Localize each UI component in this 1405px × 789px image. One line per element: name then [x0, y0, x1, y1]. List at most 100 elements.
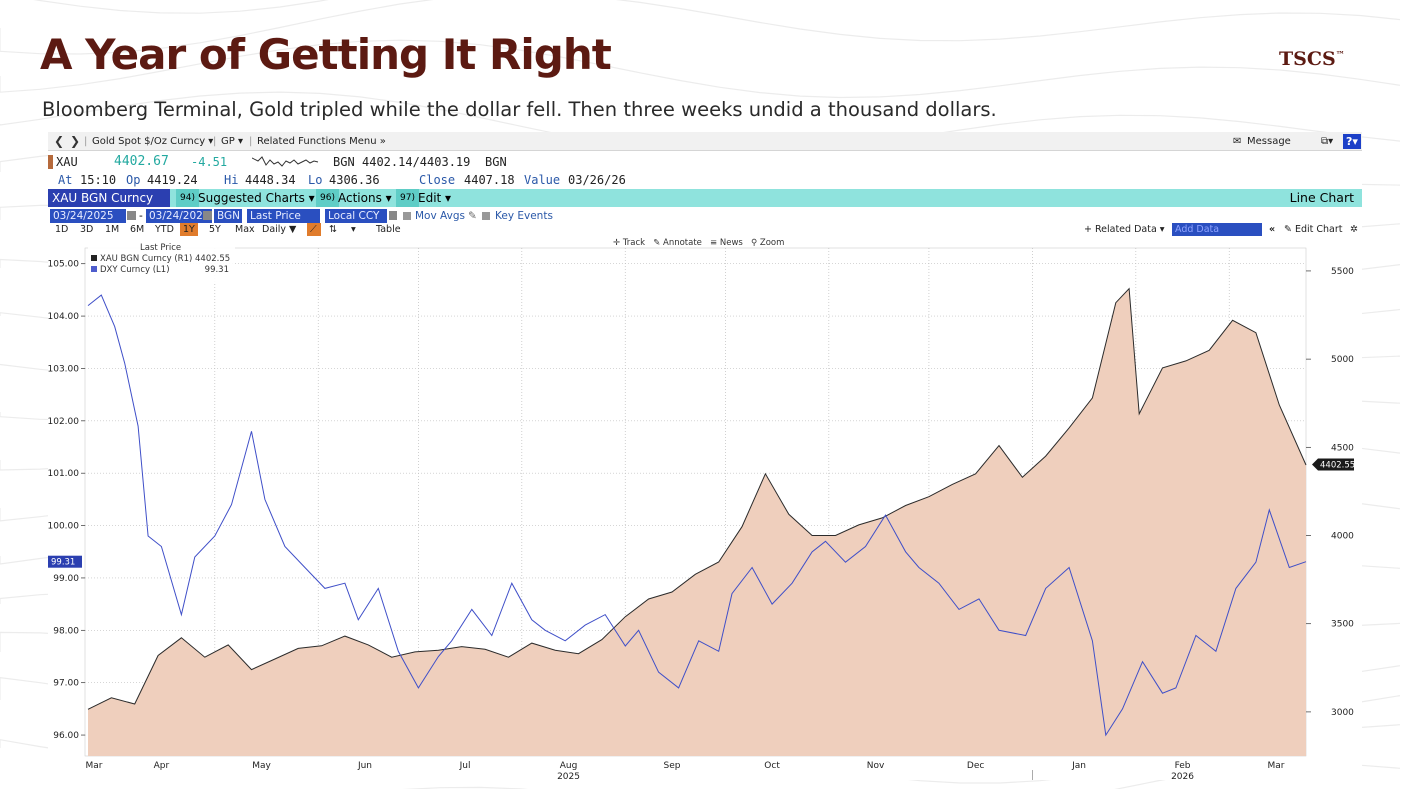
actions-menu[interactable]: Actions ▾ [338, 191, 392, 205]
price-change: -4.51 [191, 155, 228, 169]
x-axis-tick: Mar [86, 761, 103, 771]
legend-entry-dxy: DXY Curncy (L1) 99.31 [88, 265, 235, 276]
x-axis-tick: Sep [663, 761, 680, 771]
security-menu[interactable]: Gold Spot $/Oz Curncy ▾ [92, 136, 214, 147]
gold-area [88, 288, 1306, 756]
sparkline-icon [252, 156, 319, 167]
actions-num: 96) [316, 189, 339, 207]
zoom-tool[interactable]: Zoom [759, 238, 785, 248]
ticker-marker [48, 155, 53, 169]
period-5y[interactable]: 5Y [209, 224, 221, 235]
period-bar: 1D 3D 1M 6M YTD 1Y 5Y Max Daily ▼ ⟋ ⇅ ▾ … [48, 223, 1362, 236]
x-axis-tick: Nov [867, 761, 885, 771]
edit-num: 97) [396, 189, 419, 207]
period-1y[interactable]: 1Y [180, 223, 198, 236]
left-axis-tick: 100.00 [48, 522, 79, 532]
annotate-tool[interactable]: Annotate [663, 238, 702, 248]
gold-line [87, 287, 1307, 710]
x-axis-tick: Jul [459, 761, 471, 771]
page-title: A Year of Getting It Right [40, 30, 612, 79]
period-6m[interactable]: 6M [130, 224, 145, 235]
security-tab[interactable]: XAU BGN Curncy [48, 189, 170, 207]
edit-menu[interactable]: Edit ▾ [418, 191, 452, 205]
ohlc-line: At 15:10 Op 4419.24 Hi 4448.34 Lo 4306.3… [48, 172, 1362, 189]
calendar-icon[interactable] [203, 211, 212, 220]
frequency-select[interactable]: Daily ▼ [262, 224, 297, 235]
ticker: XAU [56, 155, 78, 169]
track-icon[interactable]: ✛ [613, 238, 621, 248]
zoom-icon[interactable]: ⚲ [750, 238, 758, 248]
start-date-input[interactable]: 03/24/2025 [50, 209, 126, 223]
date-separator: - [139, 210, 143, 222]
open-label: Op [126, 173, 141, 187]
related-functions-menu[interactable]: Related Functions Menu » [257, 136, 386, 147]
news-tool[interactable]: News [719, 238, 743, 248]
message-icon[interactable]: ✉ [1233, 136, 1242, 147]
mov-avgs-checkbox[interactable] [403, 212, 411, 220]
chart-legend: Last Price XAU BGN Curncy (R1) 4402.55 D… [88, 243, 235, 282]
chevron-down-icon[interactable]: ▾ [351, 224, 356, 235]
last-price: 4402.67 [114, 154, 169, 169]
forward-icon[interactable]: ❯ [70, 134, 81, 148]
related-data-menu[interactable]: + Related Data ▾ [1084, 224, 1165, 235]
left-axis-tick: 101.00 [48, 469, 79, 479]
right-axis-tick: 3000 [1331, 708, 1354, 718]
left-axis-tick: 103.00 [48, 364, 79, 374]
function-menu[interactable]: GP ▾ [221, 136, 243, 147]
x-axis-tick: Apr [154, 761, 170, 771]
annotate-icon[interactable]: ✎ [653, 238, 661, 248]
key-events-label[interactable]: Key Events [495, 210, 553, 222]
add-data-input[interactable]: Add Data [1172, 223, 1262, 236]
calendar-icon[interactable] [127, 211, 136, 220]
brand-logo: TSCS™ [1279, 48, 1345, 70]
window-menu[interactable]: ⧉▾ [1321, 136, 1334, 147]
contour-line [0, 39, 1401, 99]
period-ytd[interactable]: YTD [155, 224, 174, 235]
period-3d[interactable]: 3D [80, 224, 94, 235]
compare-icon[interactable]: ⇅ [329, 224, 337, 235]
left-axis-tick: 96.00 [53, 731, 79, 741]
end-date-input[interactable]: 03/24/2026 [146, 209, 212, 223]
period-1d[interactable]: 1D [55, 224, 69, 235]
bid-ask: 4402.14/4403.19 [362, 155, 471, 169]
page-subtitle: Bloomberg Terminal, Gold tripled while t… [42, 98, 997, 121]
value-label: Value [524, 173, 561, 187]
mov-avgs-label[interactable]: Mov Avgs [415, 210, 465, 222]
table-button[interactable]: Table [376, 224, 401, 235]
year-label: 2026 [1171, 772, 1194, 780]
left-axis-tick: 102.00 [48, 417, 79, 427]
legend-entry-gold: XAU BGN Curncy (R1) 4402.55 [88, 254, 235, 265]
low-value: 4306.36 [329, 173, 380, 187]
pencil-icon[interactable]: ✎ [468, 210, 477, 222]
collapse-icon[interactable]: « [1269, 224, 1276, 235]
track-tool[interactable]: Track [622, 238, 646, 248]
gold-last-tag [1312, 458, 1354, 471]
settings-gear-icon[interactable]: ✲ [1350, 224, 1358, 235]
period-max[interactable]: Max [235, 224, 255, 235]
left-axis-tick: 99.00 [53, 574, 79, 584]
message-button[interactable]: Message [1247, 136, 1291, 147]
suggested-charts-menu[interactable]: Suggested Charts ▾ [198, 191, 315, 205]
dxy-line [87, 294, 1307, 737]
back-icon[interactable]: ❮ [54, 134, 65, 148]
news-icon[interactable]: ≡ [710, 238, 718, 248]
line-chart-icon[interactable]: ⟋ [307, 223, 321, 236]
high-value: 4448.34 [245, 173, 296, 187]
at-label: At [58, 173, 73, 187]
chevron-down-icon[interactable] [389, 211, 397, 220]
edit-chart-button[interactable]: ✎ Edit Chart [1284, 224, 1343, 235]
x-axis-tick: Mar [1267, 761, 1284, 771]
key-events-checkbox[interactable] [482, 212, 490, 220]
help-button[interactable]: ?▾ [1343, 134, 1361, 149]
x-axis-tick: Oct [764, 761, 780, 771]
contour-line [0, 0, 1401, 55]
ask-source: BGN [485, 155, 507, 169]
contour-line [401, 763, 1401, 789]
quote-line: XAU 4402.67 -4.51 BGN 4402.14/4403.19 BG… [48, 152, 1362, 172]
currency-input[interactable]: Local CCY [325, 209, 387, 223]
pricing-source-input[interactable]: BGN [214, 209, 242, 223]
price-chart[interactable]: 105.00 104.00 103.00 102.00 101.00 100.00 99.0… [48, 236, 1362, 780]
period-1m[interactable]: 1M [105, 224, 120, 235]
field-input[interactable]: Last Price [247, 209, 320, 223]
x-axis-tick: Dec [967, 761, 984, 771]
